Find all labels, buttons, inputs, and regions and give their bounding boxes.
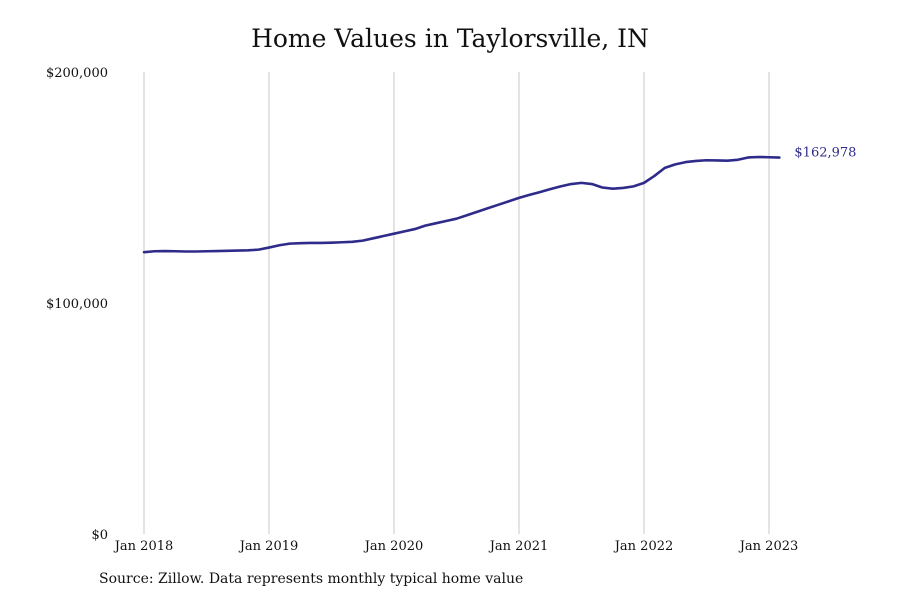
- x-axis-ticks: Jan 2018 Jan 2019 Jan 2020 Jan 2021 Jan 2022…: [113, 539, 799, 554]
- x-tick-label: Jan 2023: [738, 539, 799, 554]
- x-tick-label: Jan 2020: [363, 539, 424, 554]
- source-note: Source: Zillow. Data represents monthly …: [99, 571, 524, 587]
- x-tick-label: Jan 2021: [488, 539, 549, 554]
- y-tick-label: $100,000: [46, 297, 108, 312]
- x-tick-label: Jan 2019: [238, 539, 299, 554]
- grid-lines: [143, 72, 770, 534]
- series-line: [142, 155, 781, 254]
- x-tick-label: Jan 2018: [113, 539, 174, 554]
- end-value-label: $162,978: [794, 146, 856, 161]
- y-tick-label: $0: [91, 528, 108, 543]
- y-axis-ticks: $0 $100,000 $200,000: [46, 66, 108, 543]
- chart-title: Home Values in Taylorsville, IN: [251, 24, 649, 53]
- y-tick-label: $200,000: [46, 66, 108, 81]
- x-tick-label: Jan 2022: [613, 539, 674, 554]
